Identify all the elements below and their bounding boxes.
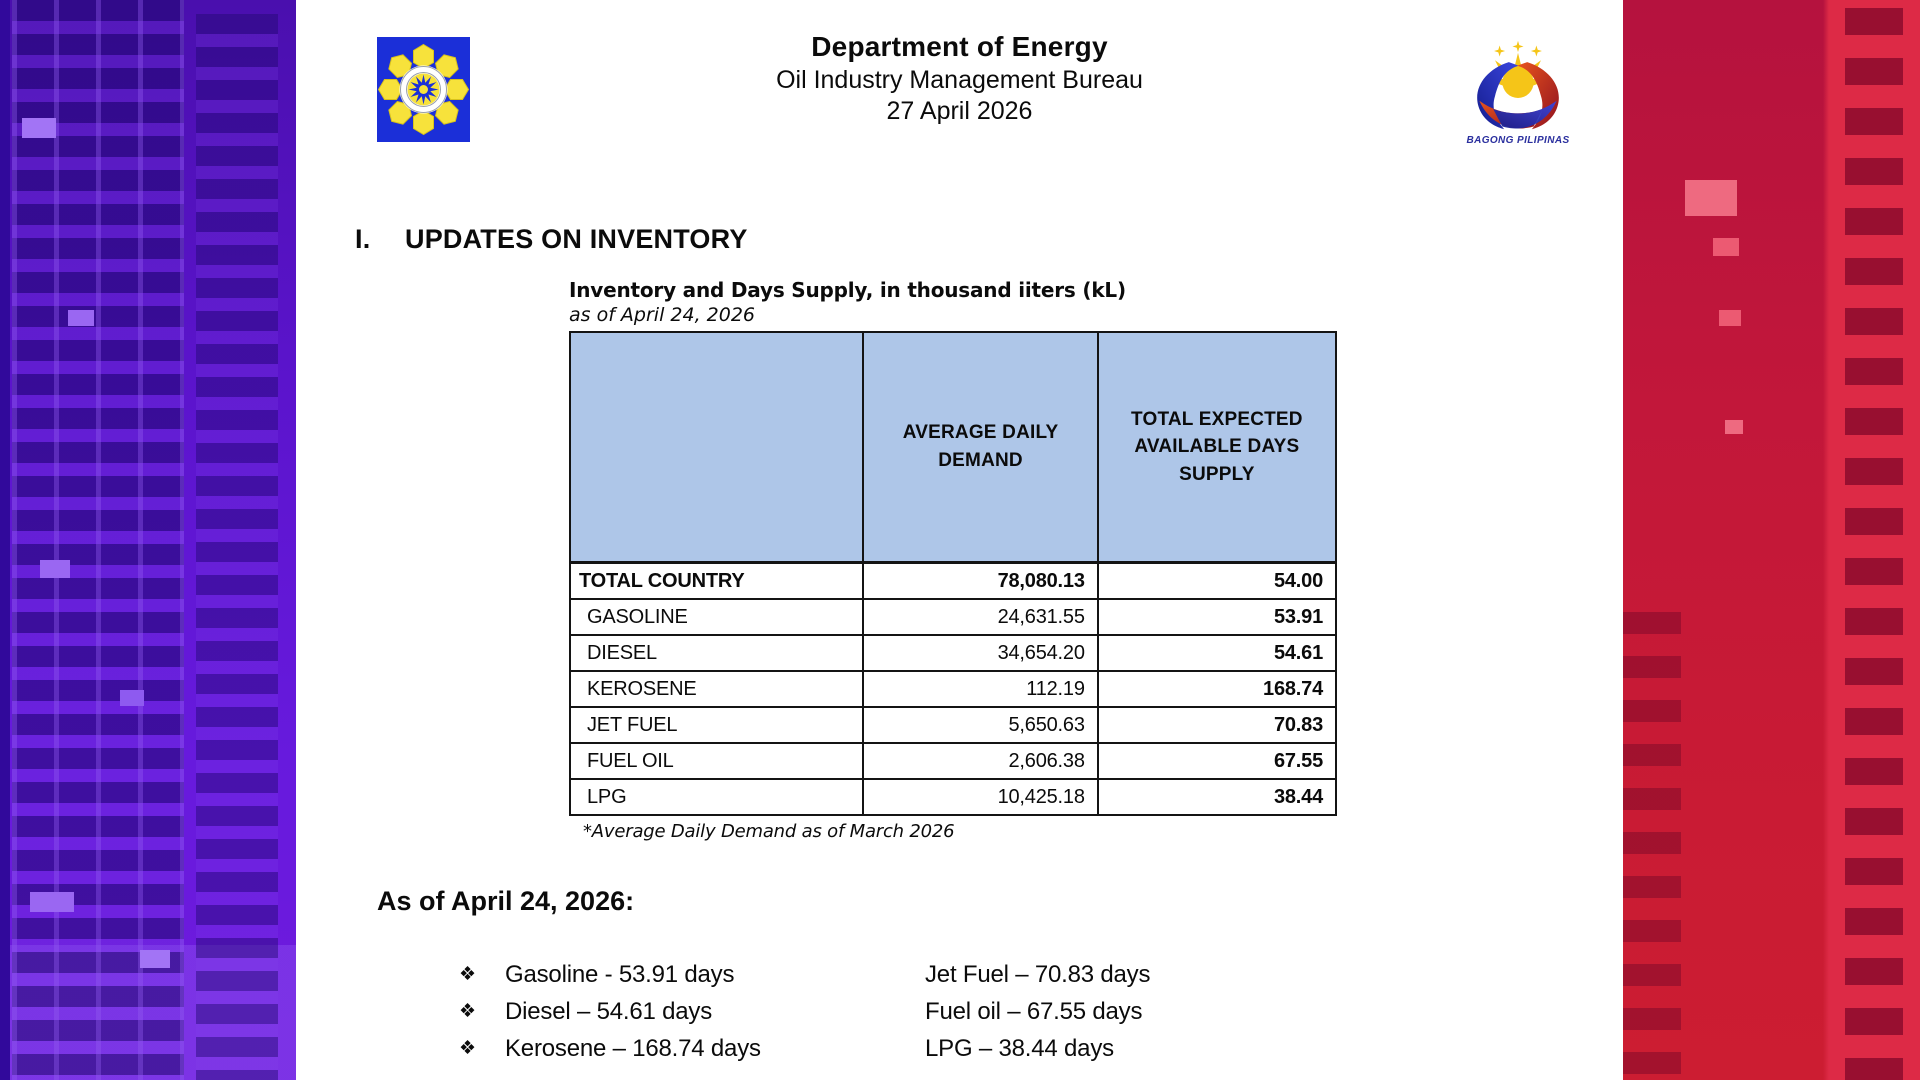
row-demand: 112.19 [862,670,1099,708]
row-label: JET FUEL [568,706,865,744]
list-item: ❖ Diesel – 54.61 days Fuel oil – 67.55 d… [459,993,1439,1030]
table-header-row: AVERAGE DAILY DEMAND TOTAL EXPECTED AVAI… [568,331,1338,564]
table-row: DIESEL 34,654.20 54.61 [568,634,1338,672]
document-header: Department of Energy Oil Industry Manage… [296,30,1623,127]
row-demand: 24,631.55 [862,598,1099,636]
row-demand: 78,080.13 [862,561,1099,600]
bagong-pilipinas-logo: BAGONG PILIPINAS [1453,40,1583,146]
document-page: Department of Energy Oil Industry Manage… [296,0,1623,1080]
row-days: 38.44 [1096,778,1338,816]
row-demand: 34,654.20 [862,634,1099,672]
inventory-table: AVERAGE DAILY DEMAND TOTAL EXPECTED AVAI… [568,331,1338,816]
bullet-diamond-icon: ❖ [459,1001,476,1022]
left-cityscape-image [0,0,296,1080]
summary-item-right: Jet Fuel – 70.83 days [925,960,1151,988]
bagong-pilipinas-caption: BAGONG PILIPINAS [1466,135,1570,146]
bullet-diamond-icon: ❖ [459,964,476,985]
table-row: JET FUEL 5,650.63 70.83 [568,706,1338,744]
col-header-days-supply: TOTAL EXPECTED AVAILABLE DAYS SUPPLY [1096,331,1338,564]
row-days: 53.91 [1096,598,1338,636]
row-label: KEROSENE [568,670,865,708]
bureau-name: Oil Industry Management Bureau [776,65,1143,94]
row-days: 54.00 [1096,561,1338,600]
row-label: GASOLINE [568,598,865,636]
row-demand: 5,650.63 [862,706,1099,744]
row-demand: 2,606.38 [862,742,1099,780]
list-item: ❖ Gasoline - 53.91 days Jet Fuel – 70.83… [459,956,1439,993]
summary-bullet-list: ❖ Gasoline - 53.91 days Jet Fuel – 70.83… [459,956,1439,1067]
summary-item-right: Fuel oil – 67.55 days [925,997,1143,1025]
summary-item-right: LPG – 38.44 days [925,1034,1114,1062]
row-label: LPG [568,778,865,816]
right-cityscape-image [1623,0,1920,1080]
table-subtitle: as of April 24, 2026 [569,304,756,326]
row-days: 67.55 [1096,742,1338,780]
table-row: KEROSENE 112.19 168.74 [568,670,1338,708]
list-item: ❖ Kerosene – 168.74 days LPG – 38.44 day… [459,1030,1439,1067]
summary-item-left: Diesel – 54.61 days [505,997,712,1025]
row-label: DIESEL [568,634,865,672]
row-label: FUEL OIL [568,742,865,780]
doe-seal-logo [377,37,470,142]
summary-heading: As of April 24, 2026: [377,886,635,916]
row-days: 168.74 [1096,670,1338,708]
row-days: 54.61 [1096,634,1338,672]
summary-item-left: Gasoline - 53.91 days [505,960,735,988]
row-label: TOTAL COUNTRY [568,561,865,600]
agency-title: Department of Energy [811,31,1108,62]
section-heading: I. UPDATES ON INVENTORY [355,224,748,255]
report-date: 27 April 2026 [886,96,1033,125]
row-demand: 10,425.18 [862,778,1099,816]
table-title: Inventory and Days Supply, in thousand i… [569,278,1126,302]
table-row: TOTAL COUNTRY 78,080.13 54.00 [568,561,1338,600]
section-numeral: I. [355,224,371,254]
inventory-table-block: Inventory and Days Supply, in thousand i… [568,278,1339,842]
table-row: FUEL OIL 2,606.38 67.55 [568,742,1338,780]
bagong-pilipinas-emblem [1477,40,1559,130]
table-row: LPG 10,425.18 38.44 [568,778,1338,816]
row-days: 70.83 [1096,706,1338,744]
col-header-demand: AVERAGE DAILY DEMAND [862,331,1099,564]
section-title: UPDATES ON INVENTORY [405,224,748,254]
col-header-blank [568,331,865,564]
table-row: GASOLINE 24,631.55 53.91 [568,598,1338,636]
bullet-diamond-icon: ❖ [459,1038,476,1059]
table-footnote: *Average Daily Demand as of March 2026 [583,821,955,842]
summary-item-left: Kerosene – 168.74 days [505,1034,761,1062]
